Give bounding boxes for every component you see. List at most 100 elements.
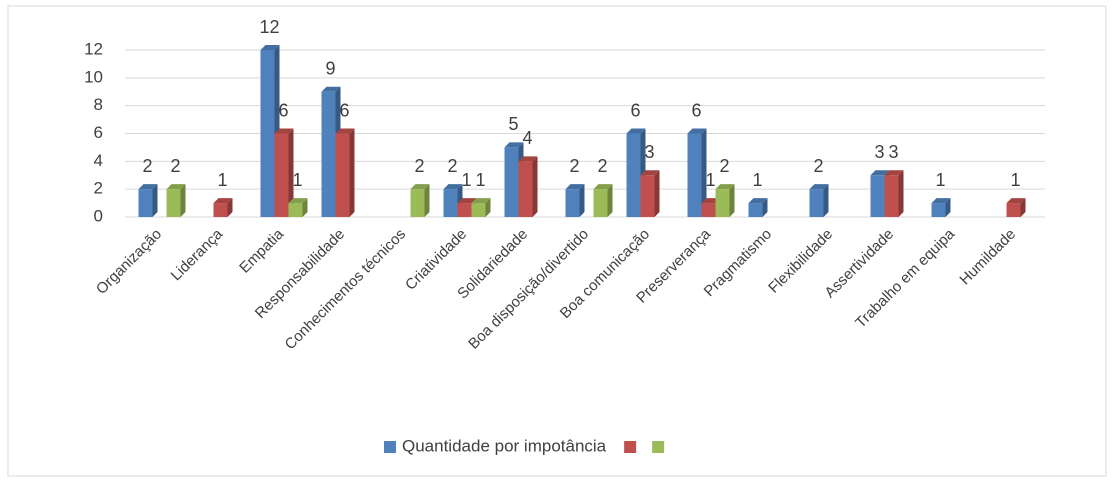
bar-side	[180, 184, 186, 217]
bar	[457, 203, 472, 217]
bar-side	[302, 198, 308, 217]
data-label: 9	[325, 59, 335, 79]
bar	[809, 189, 824, 217]
data-label: 3	[644, 142, 654, 162]
data-label: 1	[752, 170, 762, 190]
bar	[748, 203, 763, 217]
bar-side	[485, 198, 491, 217]
bar-side	[654, 170, 660, 217]
bar	[870, 175, 885, 217]
data-label: 6	[278, 100, 288, 120]
y-tick-label: 0	[94, 206, 103, 225]
y-tick-label: 6	[94, 123, 103, 142]
bar	[138, 189, 153, 217]
data-label: 12	[259, 17, 279, 37]
data-label: 3	[888, 142, 898, 162]
bar	[931, 203, 946, 217]
bar-top	[457, 198, 477, 204]
bar-top	[443, 184, 463, 190]
data-label: 6	[630, 100, 640, 120]
data-label: 1	[1010, 170, 1020, 190]
bar	[410, 189, 425, 217]
data-label: 1	[475, 170, 485, 190]
bar-side	[823, 184, 829, 217]
data-label: 2	[569, 156, 579, 176]
bar-side	[152, 184, 158, 217]
data-label: 2	[414, 156, 424, 176]
bar	[626, 133, 641, 217]
data-label: 2	[597, 156, 607, 176]
bar-top	[166, 184, 186, 190]
data-label: 2	[813, 156, 823, 176]
bar-top	[1006, 198, 1026, 204]
data-label: 2	[142, 156, 152, 176]
bar-top	[565, 184, 585, 190]
bar-top	[748, 198, 768, 204]
bar	[687, 133, 702, 217]
bar-top	[260, 45, 280, 50]
bar	[701, 203, 716, 217]
bar-side	[424, 184, 430, 217]
data-label: 2	[719, 156, 729, 176]
bar-top	[274, 128, 294, 134]
bar-side	[762, 198, 768, 217]
bar	[1006, 203, 1021, 217]
bar-side	[701, 128, 707, 217]
legend-swatch	[624, 441, 637, 453]
bar-side	[945, 198, 951, 217]
data-label: 4	[522, 128, 532, 148]
bar-side	[349, 128, 355, 217]
data-label: 1	[217, 170, 227, 190]
bar	[213, 203, 228, 217]
bar-top	[715, 184, 735, 190]
legend-swatch	[652, 441, 665, 453]
legend-label: Quantidade por impotância	[402, 436, 607, 455]
bar	[321, 91, 336, 217]
bar-top	[931, 198, 951, 204]
bar-top	[870, 170, 890, 176]
y-tick-label: 8	[94, 95, 103, 114]
bar-top	[471, 198, 491, 204]
data-label: 1	[461, 170, 471, 190]
bar-top	[504, 142, 524, 148]
bar-side	[532, 156, 538, 217]
bar-top	[884, 170, 904, 176]
bar-top	[138, 184, 158, 190]
data-label: 1	[292, 170, 302, 190]
bar	[288, 203, 303, 217]
chart-border	[7, 5, 1107, 477]
bar-top	[288, 198, 308, 204]
bar	[884, 175, 899, 217]
bar-top	[809, 184, 829, 190]
bar-side	[579, 184, 585, 217]
data-label: 1	[705, 170, 715, 190]
y-tick-label: 2	[94, 179, 103, 198]
legend-swatch	[384, 441, 396, 453]
bar	[518, 161, 533, 217]
y-tick-label: 12	[84, 39, 103, 58]
bar-top	[640, 170, 660, 176]
bar-side	[607, 184, 613, 217]
data-label: 1	[935, 170, 945, 190]
y-tick-label: 4	[94, 151, 103, 170]
bar	[260, 50, 275, 217]
data-label: 5	[508, 114, 518, 134]
bar-top	[410, 184, 430, 190]
bar	[565, 189, 580, 217]
y-tick-label: 10	[84, 67, 103, 86]
bar-top	[321, 86, 341, 92]
bar-top	[626, 128, 646, 134]
data-label: 2	[170, 156, 180, 176]
bar-side	[729, 184, 735, 217]
bar-top	[687, 128, 707, 134]
bar	[715, 189, 730, 217]
bar-side	[1020, 198, 1026, 217]
bar-side	[898, 170, 904, 217]
data-label: 2	[447, 156, 457, 176]
bar	[274, 133, 289, 217]
bar	[504, 147, 519, 217]
bar-top	[518, 156, 538, 162]
bar	[640, 175, 655, 217]
bar-top	[335, 128, 355, 134]
